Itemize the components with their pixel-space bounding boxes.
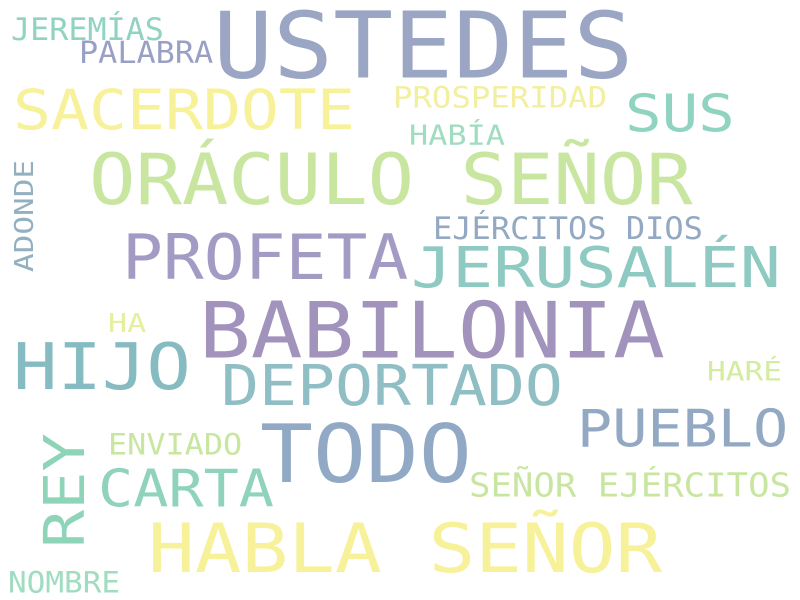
word-oraculo-senor: ORÁCULO SEÑOR <box>89 138 693 221</box>
word-carta: CARTA <box>98 458 275 520</box>
word-enviado: ENVIADO <box>108 427 243 462</box>
word-pueblo: PUEBLO <box>577 398 789 460</box>
word-sus: SUS <box>625 83 735 145</box>
word-jerusalen: JERUSALÉN <box>411 234 781 301</box>
word-ejercitos-dios: EJÉRCITOS DIOS <box>433 210 703 247</box>
word-profeta: PROFETA <box>122 221 409 294</box>
word-rey: REY <box>31 433 98 548</box>
word-deportado: DEPORTADO <box>221 352 563 419</box>
word-todo: TODO <box>260 407 472 502</box>
word-palabra: PALABRA <box>79 35 214 71</box>
word-sacerdote: SACERDOTE <box>13 78 355 143</box>
word-habla-senor: HABLA SEÑOR <box>148 508 663 589</box>
word-adonde: ADONDE <box>8 159 40 272</box>
word-hare: HARÉ <box>707 355 782 388</box>
word-jeremias: JEREMÍAS <box>11 11 164 48</box>
word-babilonia: BABILONIA <box>199 284 665 377</box>
word-hijo: HIJO <box>13 329 191 405</box>
word-ha: HA <box>108 307 147 339</box>
word-prosperidad: PROSPERIDAD <box>393 80 608 115</box>
word-senor-ejercitos: SEÑOR EJÉRCITOS <box>469 466 792 505</box>
word-nombre: NOMBRE <box>8 565 121 600</box>
word-habia: HABÍA <box>409 118 506 152</box>
word-ustedes: USTEDES <box>213 0 634 100</box>
